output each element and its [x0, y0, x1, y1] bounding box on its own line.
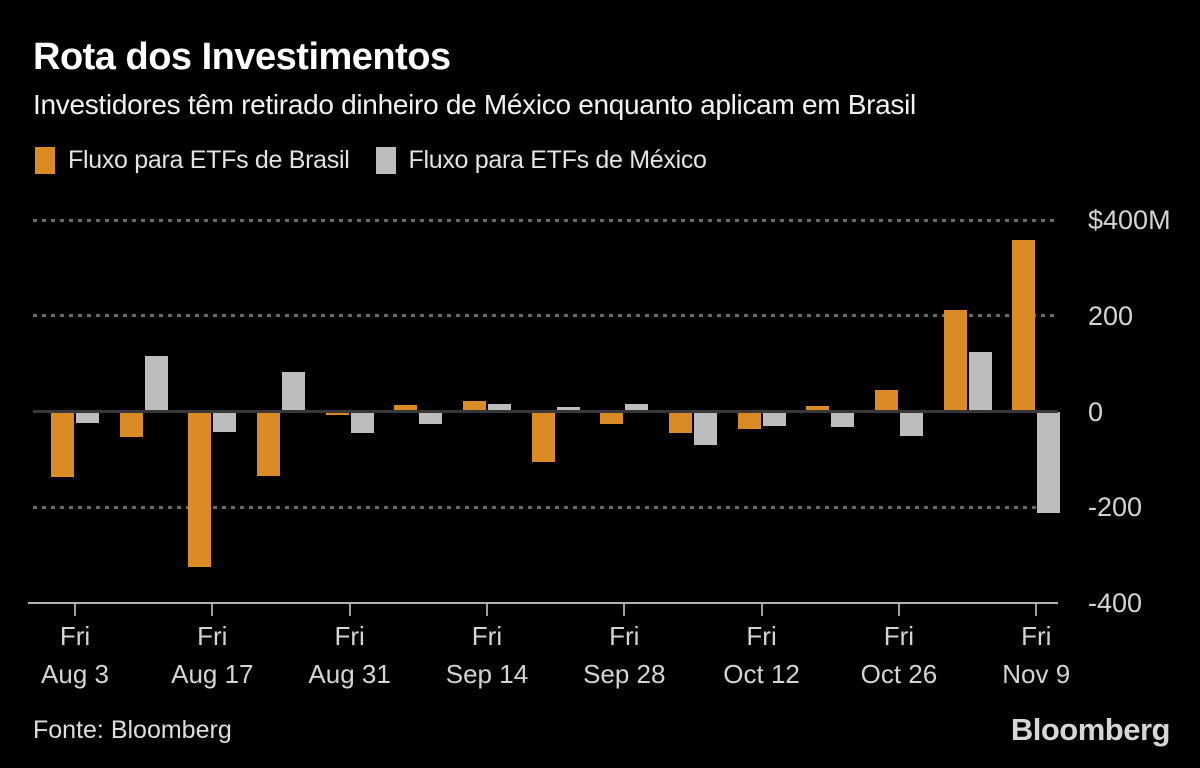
bar-brasil — [394, 404, 418, 412]
x-axis-label-date: Oct 26 — [860, 659, 938, 689]
x-axis-label-date: Aug 3 — [41, 659, 109, 689]
bar-mexico — [693, 411, 717, 445]
bar-mexico — [350, 411, 374, 434]
bar-brasil — [600, 411, 624, 425]
x-axis-label-date: Sep 28 — [583, 659, 666, 689]
x-axis-label-date: Nov 9 — [1002, 659, 1071, 689]
bar-brasil — [668, 411, 692, 434]
bar-mexico — [899, 411, 923, 436]
bloomberg-logo: Bloomberg — [1010, 712, 1171, 747]
x-axis-label-date: Aug 31 — [308, 659, 391, 689]
x-axis-line — [28, 601, 1058, 604]
bar-mexico — [762, 411, 786, 426]
gridline — [33, 505, 1058, 509]
legend-label-mexico: Fluxo para ETFs de México — [408, 146, 707, 174]
bar-mexico — [213, 411, 237, 433]
x-axis-tick — [211, 603, 214, 616]
x-axis-label-day: Fri — [609, 621, 640, 651]
bar-mexico — [281, 371, 305, 412]
chart-subtitle: Investidores têm retirado dinheiro de Mé… — [33, 89, 916, 120]
bar-brasil — [462, 400, 486, 412]
gridline — [33, 218, 1058, 222]
bar-mexico — [625, 404, 649, 412]
bar-mexico — [1037, 411, 1061, 513]
x-axis-tick — [760, 603, 763, 616]
y-axis-label: $400M — [1088, 205, 1171, 236]
gridline — [33, 314, 1058, 318]
y-axis-label: 0 — [1088, 396, 1104, 427]
legend-swatch-mexico-icon — [375, 147, 396, 174]
bar-mexico — [144, 356, 168, 412]
bar-brasil — [256, 411, 280, 477]
y-axis-label: 200 — [1088, 300, 1134, 331]
x-axis-label-day: Fri — [746, 621, 777, 651]
bar-mexico — [419, 411, 443, 424]
x-axis-label-day: Fri — [1021, 621, 1052, 651]
y-axis-label: -400 — [1088, 587, 1143, 618]
chart-title: Rota dos Investimentos — [33, 36, 451, 78]
x-axis-label-day: Fri — [334, 621, 365, 651]
x-axis-label-day: Fri — [471, 621, 503, 651]
bar-mexico — [76, 411, 99, 423]
legend-item-brasil: Fluxo para ETFs de Brasil — [35, 146, 350, 175]
x-axis-tick — [1035, 603, 1038, 616]
bar-brasil — [806, 406, 830, 412]
bar-brasil — [874, 389, 898, 412]
bar-brasil — [119, 411, 143, 437]
bar-brasil — [737, 411, 761, 430]
x-axis-tick — [74, 603, 76, 616]
x-axis-tick — [623, 603, 626, 616]
bar-mexico — [968, 352, 992, 412]
x-axis-label-day: Fri — [197, 621, 228, 651]
x-axis-label-date: Oct 12 — [723, 659, 800, 689]
x-axis-label-day: Fri — [883, 621, 915, 651]
bar-brasil — [325, 411, 349, 416]
bar-brasil — [188, 411, 212, 567]
x-axis-tick — [348, 603, 351, 616]
legend-swatch-brasil-icon — [35, 147, 55, 174]
x-axis-tick — [897, 603, 900, 616]
y-axis-label: -200 — [1088, 492, 1143, 523]
zero-line — [33, 410, 1058, 413]
bar-mexico — [556, 407, 580, 412]
x-axis-label-date: Sep 14 — [445, 659, 529, 689]
bar-brasil — [51, 411, 74, 478]
x-axis-label-day: Fri — [59, 621, 91, 651]
bar-brasil — [531, 411, 555, 463]
bar-brasil — [943, 309, 967, 412]
legend: Fluxo para ETFs de Brasil Fluxo para ETF… — [35, 146, 707, 175]
bar-mexico — [487, 403, 511, 412]
bar-mexico — [831, 411, 855, 428]
legend-item-mexico: Fluxo para ETFs de México — [375, 146, 707, 175]
source-note: Fonte: Bloomberg — [33, 716, 232, 744]
x-axis-tick — [485, 603, 488, 616]
bar-brasil — [1012, 240, 1036, 412]
x-axis-label-date: Aug 17 — [171, 659, 254, 689]
legend-label-brasil: Fluxo para ETFs de Brasil — [68, 146, 350, 174]
